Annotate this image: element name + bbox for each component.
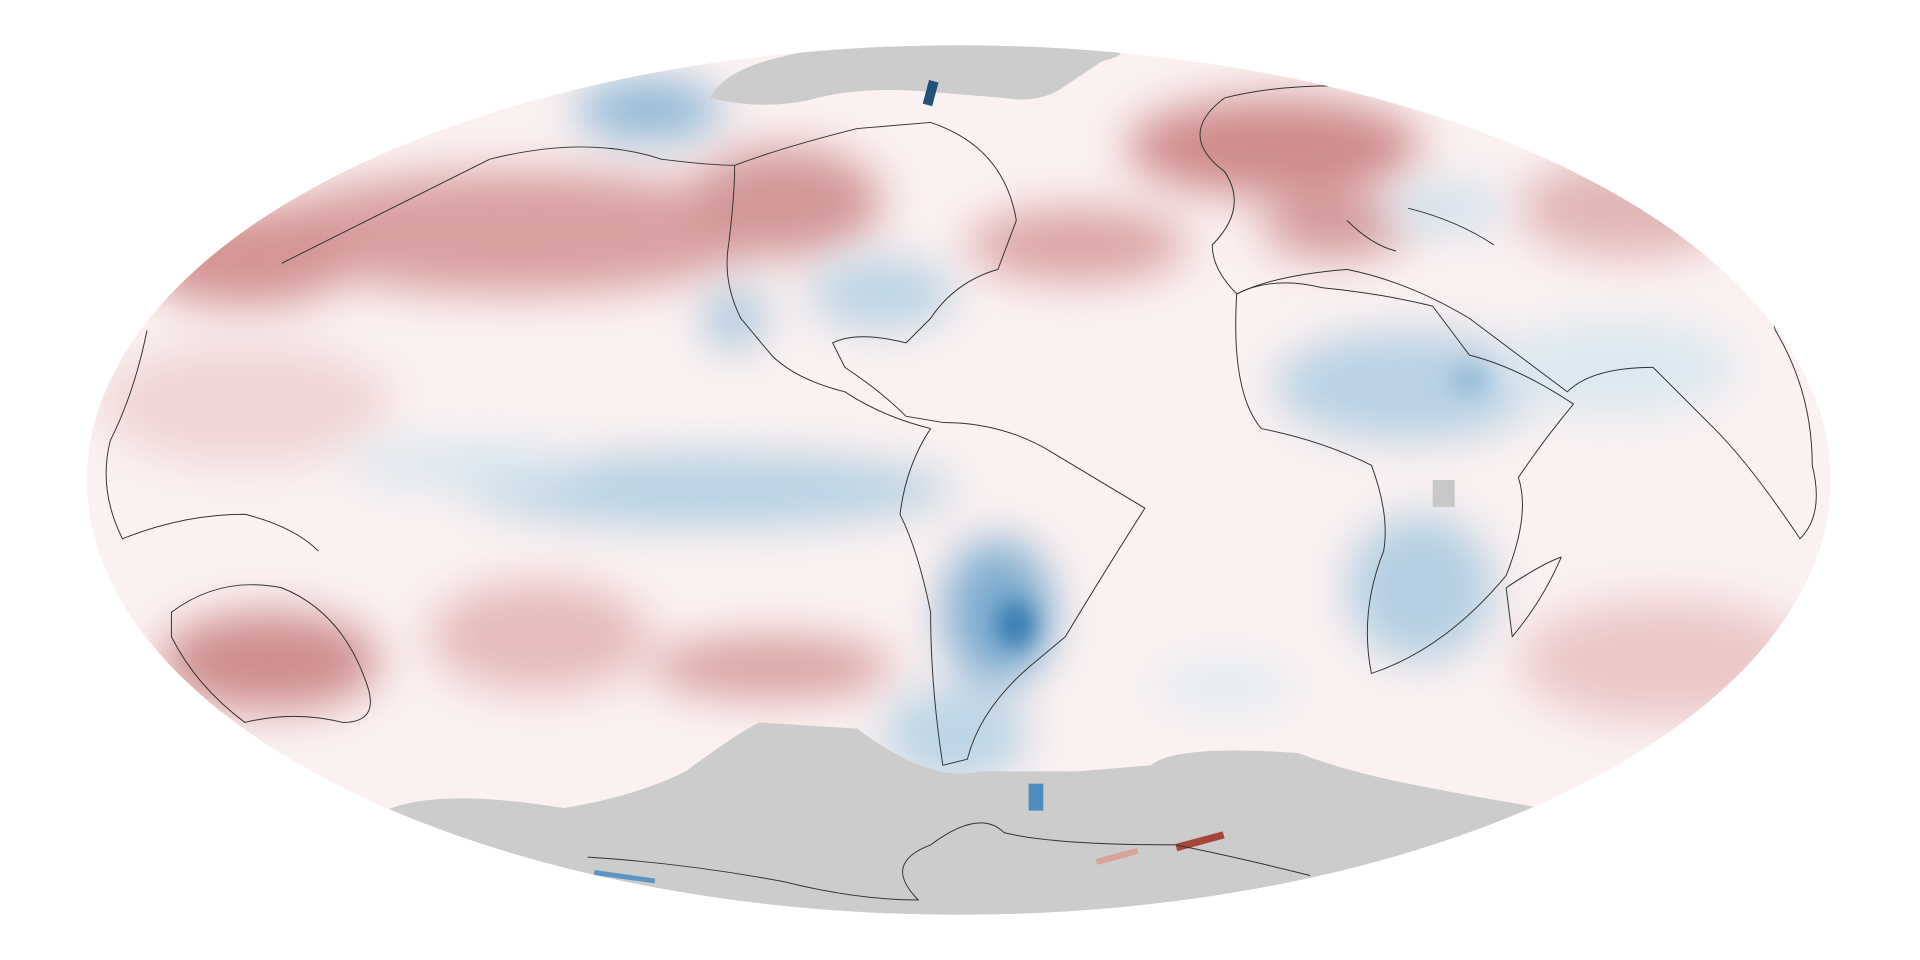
anomaly-patch bbox=[1493, 318, 1739, 417]
coastline bbox=[281, 146, 735, 264]
coastline bbox=[1346, 207, 1495, 252]
anomaly-patch bbox=[1518, 600, 1813, 723]
coastlines bbox=[105, 85, 1817, 901]
anomaly-patch bbox=[1273, 330, 1543, 441]
anomaly-patch bbox=[942, 538, 1054, 686]
anomaly-patch bbox=[1451, 364, 1488, 395]
coastline bbox=[726, 121, 1146, 766]
coastline bbox=[105, 330, 319, 552]
coastline bbox=[1199, 85, 1817, 540]
data-streak bbox=[1175, 831, 1225, 852]
anomaly-patch bbox=[648, 636, 894, 698]
coastline bbox=[170, 584, 371, 723]
anomaly-patch bbox=[575, 79, 723, 141]
anomaly-patch bbox=[808, 257, 956, 331]
anomaly-patch bbox=[967, 208, 1188, 282]
data-streak bbox=[593, 870, 656, 884]
anomaly-patch bbox=[97, 342, 392, 466]
anomaly-patch bbox=[1518, 159, 1739, 258]
anomaly-patch bbox=[704, 287, 766, 349]
coastline bbox=[1235, 282, 1574, 674]
anomaly-patch bbox=[428, 581, 649, 692]
data-streak bbox=[922, 79, 939, 107]
data-streak bbox=[1028, 783, 1044, 811]
anomaly-patch bbox=[134, 208, 356, 307]
strong-spots bbox=[997, 364, 1488, 649]
anomaly-patch bbox=[342, 440, 588, 490]
coastline bbox=[587, 822, 1311, 901]
anomaly-patch bbox=[1346, 514, 1494, 662]
anomaly-patch bbox=[465, 453, 956, 527]
anomaly-patch bbox=[997, 600, 1035, 649]
anomaly-patch bbox=[881, 685, 1029, 784]
missing-cell bbox=[1432, 480, 1455, 507]
anomaly-patch bbox=[1126, 97, 1421, 196]
anomaly-patch bbox=[159, 612, 380, 711]
anomaly-patch bbox=[1261, 195, 1409, 258]
anomaly-patch bbox=[257, 171, 772, 294]
coastline bbox=[1505, 556, 1562, 638]
anomaly-patch bbox=[1151, 661, 1298, 711]
data-streak bbox=[1095, 847, 1139, 865]
anomaly-patch bbox=[1383, 183, 1507, 233]
arctic-cap bbox=[710, 45, 1121, 105]
anomaly-patch bbox=[685, 146, 882, 258]
